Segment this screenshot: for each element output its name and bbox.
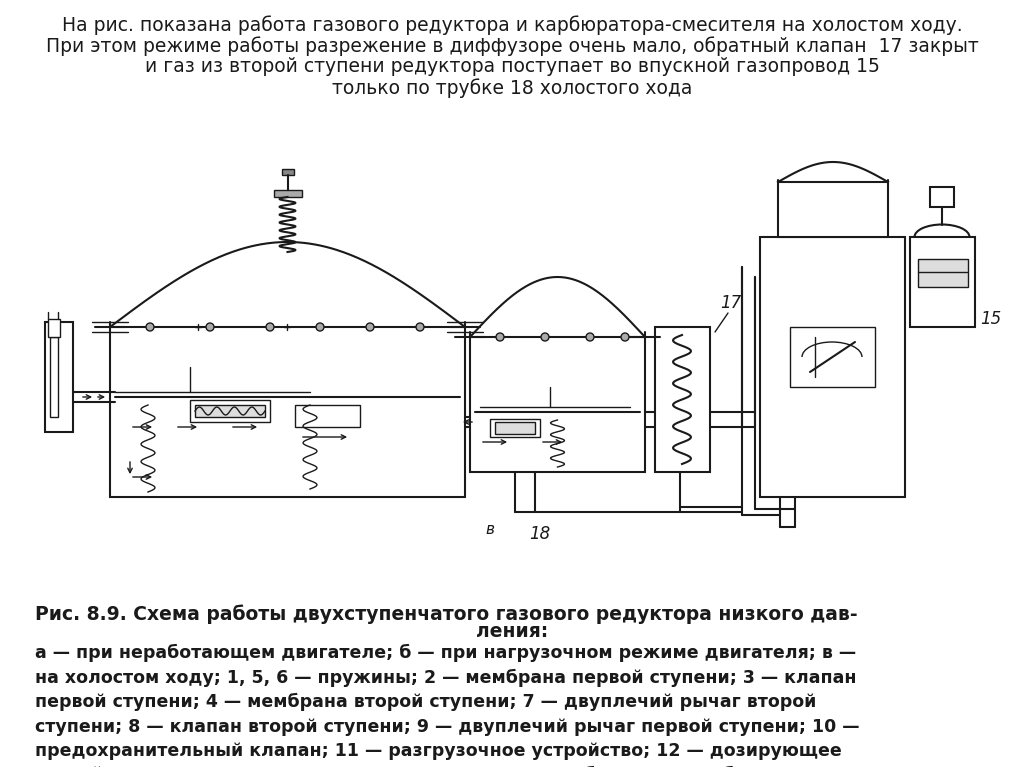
Bar	[295, 405, 360, 427]
Bar	[918, 259, 968, 287]
Bar	[655, 327, 710, 472]
Circle shape	[496, 333, 504, 341]
Bar	[760, 237, 905, 497]
Circle shape	[316, 323, 324, 331]
Text: 15: 15	[980, 310, 1001, 328]
Circle shape	[266, 323, 274, 331]
Text: ления:: ления:	[476, 622, 548, 641]
Bar	[45, 322, 73, 432]
Circle shape	[416, 323, 424, 331]
Bar	[470, 337, 645, 472]
Text: а — при неработающем двигателе; б — при нагрузочном режиме двигателя; в —
на хол: а — при неработающем двигателе; б — при …	[35, 644, 859, 767]
Bar	[930, 187, 954, 207]
Bar	[910, 237, 975, 327]
Text: 18: 18	[529, 525, 551, 543]
Circle shape	[586, 333, 594, 341]
Bar	[495, 422, 535, 434]
Bar	[110, 327, 465, 497]
Text: Рис. 8.9. Схема работы двухступенчатого газового редуктора низкого дав-: Рис. 8.9. Схема работы двухступенчатого …	[35, 604, 858, 624]
Bar	[778, 182, 888, 237]
Bar	[195, 405, 265, 417]
Text: только по трубке 18 холостого хода: только по трубке 18 холостого хода	[332, 78, 692, 97]
Circle shape	[541, 333, 549, 341]
Circle shape	[621, 333, 629, 341]
Circle shape	[146, 323, 154, 331]
Text: 17: 17	[720, 294, 741, 312]
Circle shape	[206, 323, 214, 331]
Text: и газ из второй ступени редуктора поступает во впускной газопровод 15: и газ из второй ступени редуктора поступ…	[144, 57, 880, 76]
Bar	[50, 337, 58, 417]
Bar	[190, 400, 270, 422]
Text: При этом режиме работы разрежение в диффузоре очень мало, обратный клапан  17 за: При этом режиме работы разрежение в дифф…	[46, 36, 978, 56]
Bar	[48, 319, 60, 337]
Bar	[282, 169, 294, 175]
Text: в: в	[485, 522, 495, 537]
Text: На рис. показана работа газового редуктора и карбюратора-смесителя на холостом х: На рис. показана работа газового редукто…	[61, 15, 963, 35]
Bar	[790, 327, 874, 387]
Circle shape	[366, 323, 374, 331]
Bar	[490, 419, 540, 437]
Bar	[273, 190, 301, 197]
